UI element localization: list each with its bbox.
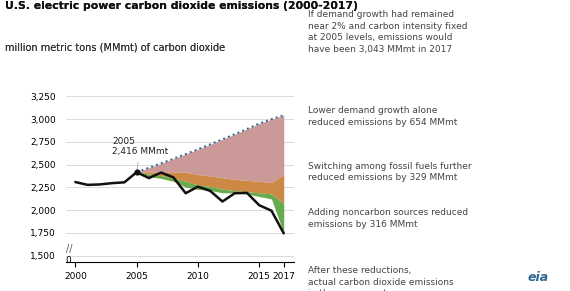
Point [132, 170, 141, 175]
Text: million metric tons (MMmt) of carbon dioxide: million metric tons (MMmt) of carbon dio… [5, 42, 225, 52]
Text: 0: 0 [66, 256, 71, 265]
Text: Adding noncarbon sources reduced
emissions by 316 MMmt: Adding noncarbon sources reduced emissio… [308, 208, 468, 228]
Text: Lower demand growth alone
reduced emissions by 654 MMmt: Lower demand growth alone reduced emissi… [308, 106, 457, 127]
Text: million metric tons (MMmt) of carbon dioxide: million metric tons (MMmt) of carbon dio… [5, 42, 225, 52]
Text: After these reductions,
actual carbon dioxide emissions
in the power sector were: After these reductions, actual carbon di… [308, 266, 453, 291]
Text: //: // [66, 244, 72, 254]
Text: If demand growth had remained
near 2% and carbon intensity fixed
at 2005 levels,: If demand growth had remained near 2% an… [308, 10, 467, 54]
Text: 2005
2,416 MMmt: 2005 2,416 MMmt [112, 137, 168, 169]
Text: Switching among fossil fuels further
reduced emissions by 329 MMmt: Switching among fossil fuels further red… [308, 162, 471, 182]
Text: eia: eia [527, 271, 548, 284]
Text: U.S. electric power carbon dioxide emissions (2000-2017): U.S. electric power carbon dioxide emiss… [5, 1, 357, 11]
Text: U.S. electric power carbon dioxide emissions (2000-2017): U.S. electric power carbon dioxide emiss… [5, 1, 357, 11]
